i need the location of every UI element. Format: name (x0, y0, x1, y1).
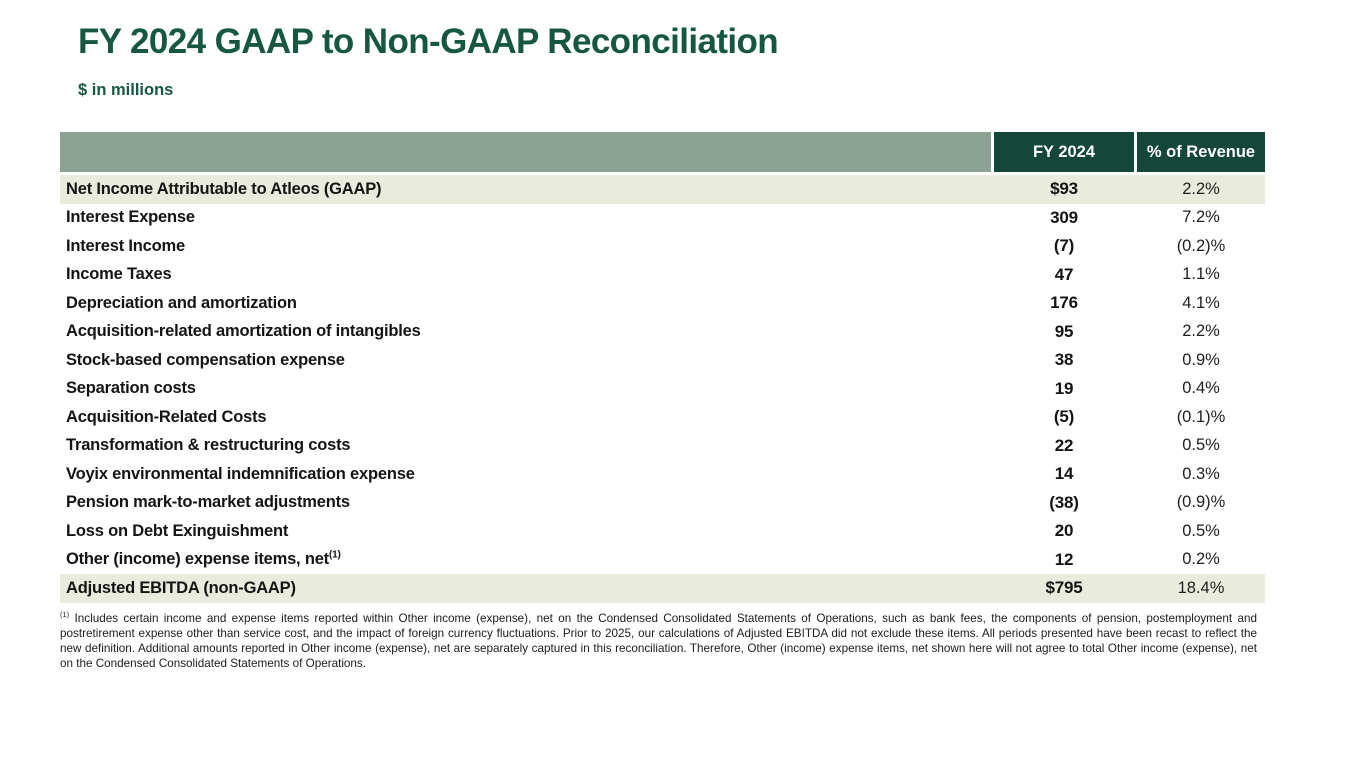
table-body: Net Income Attributable to Atleos (GAAP)… (60, 175, 1265, 603)
table-row: Acquisition-related amortization of inta… (60, 318, 1265, 347)
row-label: Stock-based compensation expense (66, 350, 345, 369)
pct-of-revenue-value: 7.2% (1182, 208, 1220, 227)
footnote-text: Includes certain income and expense item… (60, 612, 1257, 670)
units-note: $ in millions (78, 81, 174, 99)
column-header-pct-revenue: % of Revenue (1137, 132, 1265, 172)
table-row: Transformation & restructuring costs 22 … (60, 432, 1265, 461)
table-row: Separation costs 19 0.4% (60, 375, 1265, 404)
row-label: Loss on Debt Exinguishment (66, 521, 289, 540)
reconciliation-table: FY 2024 % of Revenue Net Income Attribut… (60, 132, 1265, 603)
header-spacer (60, 132, 991, 172)
row-label: Separation costs (66, 379, 196, 398)
pct-of-revenue-value: 18.4% (1177, 578, 1225, 597)
table-row: Other (income) expense items, net(1) 12 … (60, 546, 1265, 575)
page-title: FY 2024 GAAP to Non-GAAP Reconciliation (78, 22, 779, 61)
table-row: Net Income Attributable to Atleos (GAAP)… (60, 175, 1265, 204)
row-label: Transformation & restructuring costs (66, 436, 351, 455)
pct-of-revenue-value: 4.1% (1182, 293, 1220, 312)
row-label: Acquisition-related amortization of inta… (66, 322, 421, 341)
row-label: Depreciation and amortization (66, 293, 297, 312)
row-label: Acquisition-Related Costs (66, 407, 267, 426)
row-label: Other (income) expense items, net(1) (66, 549, 341, 569)
pct-of-revenue-value: 2.2% (1182, 322, 1220, 341)
fy2024-value: 14 (1054, 464, 1074, 484)
row-label: Adjusted EBITDA (non-GAAP) (66, 578, 296, 597)
table-row: Acquisition-Related Costs (5) (0.1)% (60, 403, 1265, 432)
pct-of-revenue-value: 0.3% (1182, 464, 1220, 483)
fy2024-value: 176 (1050, 293, 1078, 313)
fy2024-value: (5) (1053, 407, 1075, 427)
row-label: Pension mark-to-market adjustments (66, 493, 350, 512)
fy2024-value: 22 (1054, 435, 1074, 455)
pct-of-revenue-value: 0.5% (1182, 521, 1220, 540)
pct-of-revenue-value: (0.1)% (1176, 407, 1226, 426)
fy2024-value: 309 (1050, 207, 1078, 227)
footnote: (1) Includes certain income and expense … (60, 610, 1257, 672)
table-row: Depreciation and amortization 176 4.1% (60, 289, 1265, 318)
row-label: Interest Expense (66, 208, 195, 227)
table-row: Stock-based compensation expense 38 0.9% (60, 346, 1265, 375)
row-label: Interest Income (66, 236, 185, 255)
row-label: Income Taxes (66, 265, 172, 284)
footnote-ref: (1) (328, 549, 341, 561)
fy2024-value: (38) (1049, 492, 1079, 512)
table-row: Loss on Debt Exinguishment 20 0.5% (60, 517, 1265, 546)
fy2024-value: 12 (1054, 549, 1074, 569)
fy2024-value: 38 (1054, 350, 1074, 370)
fy2024-value: 47 (1054, 264, 1074, 284)
table-row: Pension mark-to-market adjustments (38) … (60, 489, 1265, 518)
pct-of-revenue-value: 0.5% (1182, 436, 1220, 455)
fy2024-value: (7) (1053, 236, 1075, 256)
fy2024-value: 20 (1054, 521, 1074, 541)
pct-of-revenue-value: 0.9% (1182, 350, 1220, 369)
pct-of-revenue-value: 0.4% (1182, 379, 1220, 398)
table-row: Adjusted EBITDA (non-GAAP) $795 18.4% (60, 574, 1265, 603)
row-label: Net Income Attributable to Atleos (GAAP) (66, 179, 382, 198)
pct-of-revenue-value: (0.9)% (1176, 493, 1226, 512)
fy2024-value: $93 (1050, 179, 1078, 199)
pct-of-revenue-value: 1.1% (1182, 265, 1220, 284)
table-header-row: FY 2024 % of Revenue (60, 132, 1265, 172)
fy2024-value: 95 (1054, 321, 1074, 341)
fy2024-value: $795 (1045, 578, 1083, 598)
pct-of-revenue-value: 2.2% (1182, 179, 1220, 198)
pct-of-revenue-value: 0.2% (1182, 550, 1220, 569)
table-row: Voyix environmental indemnification expe… (60, 460, 1265, 489)
table-row: Interest Income (7) (0.2)% (60, 232, 1265, 261)
table-row: Income Taxes 47 1.1% (60, 261, 1265, 290)
column-header-fy2024: FY 2024 (994, 132, 1134, 172)
footnote-marker: (1) (60, 610, 70, 620)
table-row: Interest Expense 309 7.2% (60, 204, 1265, 233)
row-label: Voyix environmental indemnification expe… (66, 464, 415, 483)
pct-of-revenue-value: (0.2)% (1176, 236, 1226, 255)
fy2024-value: 19 (1054, 378, 1074, 398)
